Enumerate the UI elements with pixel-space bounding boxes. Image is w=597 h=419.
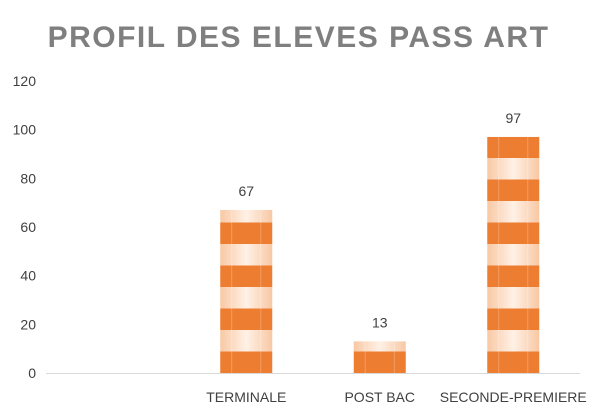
bar-stripe-light [220,244,273,266]
bar-stripe-dark [487,136,540,158]
x-tick-label: TERMINALE [206,389,286,405]
bar-stripe-dark [487,265,540,287]
y-tick-label: 0 [28,365,36,381]
bar-stripe-light [487,201,540,223]
bar-stripe-light [487,330,540,352]
x-axis: TERMINALE POST BAC SECONDE-PREMIERE [46,373,587,405]
bar-stripe-light [220,330,273,352]
bar-stripe-dark [220,308,273,330]
bar [353,341,406,373]
bar-stripe-dark [487,351,540,373]
chart-title: PROFIL DES ELEVES PASS ART [48,21,550,54]
bars [220,136,540,373]
bar-stripe-dark [220,351,273,373]
y-tick-label: 60 [20,219,36,235]
y-tick-label: 80 [20,170,36,186]
data-label: 13 [372,314,388,330]
bar-stripe-dark [353,351,406,373]
x-tick-label: SECONDE-PREMIERE [440,389,587,405]
bar-stripe-light [220,209,273,223]
bar-stripe-dark [487,179,540,201]
data-label: 67 [238,183,254,199]
data-label: 97 [505,110,521,126]
bar-stripe-light [353,341,406,352]
bar-stripe-light [487,287,540,309]
bar-stripe-light [487,158,540,180]
y-tick-label: 120 [13,73,37,89]
bar-stripe-light [220,287,273,309]
bar [487,136,540,373]
y-tick-label: 40 [20,268,36,284]
data-labels: 67 13 97 [238,110,521,330]
bar-stripe-dark [487,308,540,330]
x-tick-label: POST BAC [344,389,415,405]
bar-stripe-dark [220,222,273,244]
bar-stripe-dark [220,265,273,287]
bar-stripe-light [487,244,540,266]
bar-stripe-dark [487,222,540,244]
y-tick-label: 100 [13,122,37,138]
bar [220,209,273,373]
y-axis: 0 20 40 60 80 100 120 [13,73,37,381]
y-tick-label: 20 [20,316,36,332]
